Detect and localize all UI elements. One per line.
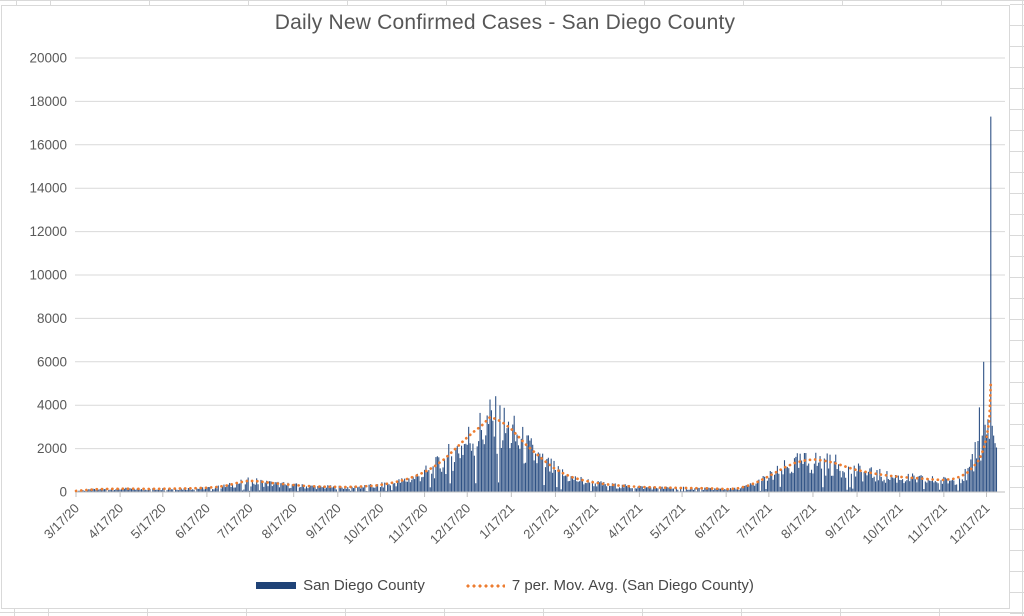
spreadsheet-gridlines-bottom: [0, 609, 1024, 616]
x-axis-label: 9/17/21: [822, 501, 863, 542]
x-axis-label: 7/17/21: [734, 501, 775, 542]
x-axis-label: 12/17/20: [427, 501, 473, 547]
y-axis-label: 6000: [37, 354, 67, 369]
gridlines: [75, 57, 1005, 493]
x-axis-label: 3/17/20: [41, 501, 82, 542]
x-axis-label: 7/17/20: [214, 501, 255, 542]
chart-legend: San Diego County 7 per. Mov. Avg. (San D…: [0, 577, 1010, 594]
x-axis-labels: 3/17/20 4/17/20 5/17/20 6/17/20 7/17/20 8/17/…: [41, 501, 993, 547]
y-axis-label: 4000: [37, 398, 67, 413]
x-axis-label: 8/17/21: [778, 501, 819, 542]
x-axis-label: 11/17/21: [904, 501, 950, 547]
x-axis-label: 9/17/20: [303, 501, 344, 542]
legend-item-cases: San Diego County: [256, 577, 425, 594]
x-axis-label: 4/17/21: [604, 501, 645, 542]
x-axis-label: 6/17/21: [691, 501, 732, 542]
y-axis-label: 12000: [29, 224, 67, 239]
x-axis-label: 10/17/21: [859, 501, 905, 547]
legend-label-cases: San Diego County: [303, 577, 425, 594]
x-axis-label: 10/17/20: [340, 501, 386, 547]
chart-title: Daily New Confirmed Cases - San Diego Co…: [274, 11, 736, 34]
x-axis-label: 5/17/21: [647, 501, 688, 542]
y-axis-label: 18000: [29, 94, 67, 109]
x-axis-label: 1/17/21: [476, 501, 517, 542]
category-axis: [75, 491, 1005, 497]
moving-average-swatch: [464, 583, 505, 588]
spreadsheet-gridlines-right: [1010, 0, 1024, 616]
x-axis-label: 6/17/20: [172, 501, 213, 542]
x-axis-label: 4/17/20: [85, 501, 126, 542]
x-axis-label: 8/17/20: [259, 501, 300, 542]
x-axis-label: 2/17/21: [520, 501, 561, 542]
x-axis-label: 5/17/20: [128, 501, 169, 542]
legend-label-moving-average: 7 per. Mov. Avg. (San Diego County): [511, 577, 754, 594]
legend-item-moving-average: 7 per. Mov. Avg. (San Diego County): [464, 577, 754, 594]
y-axis-label: 14000: [29, 181, 67, 196]
y-axis-label: 20000: [29, 51, 67, 66]
bar-series-daily-cases: [75, 116, 998, 492]
y-axis-label: 16000: [29, 137, 67, 152]
x-axis-label: 12/17/21: [946, 501, 992, 547]
x-axis-label: 3/17/21: [560, 501, 601, 542]
y-axis-labels: 0 2000 4000 6000 8000 10000 12000 14000 16000 180…: [29, 51, 67, 500]
y-axis-label: 8000: [37, 311, 67, 326]
y-axis-label: 2000: [37, 441, 67, 456]
bar-series-swatch: [256, 582, 297, 589]
chart-object[interactable]: [1, 5, 1010, 609]
moving-average-dotted-line: [74, 382, 993, 493]
y-axis-label: 0: [59, 485, 67, 500]
y-axis-label: 10000: [29, 268, 67, 283]
spreadsheet-gridlines-top: [0, 0, 1024, 6]
x-axis-label: 11/17/20: [385, 501, 431, 547]
